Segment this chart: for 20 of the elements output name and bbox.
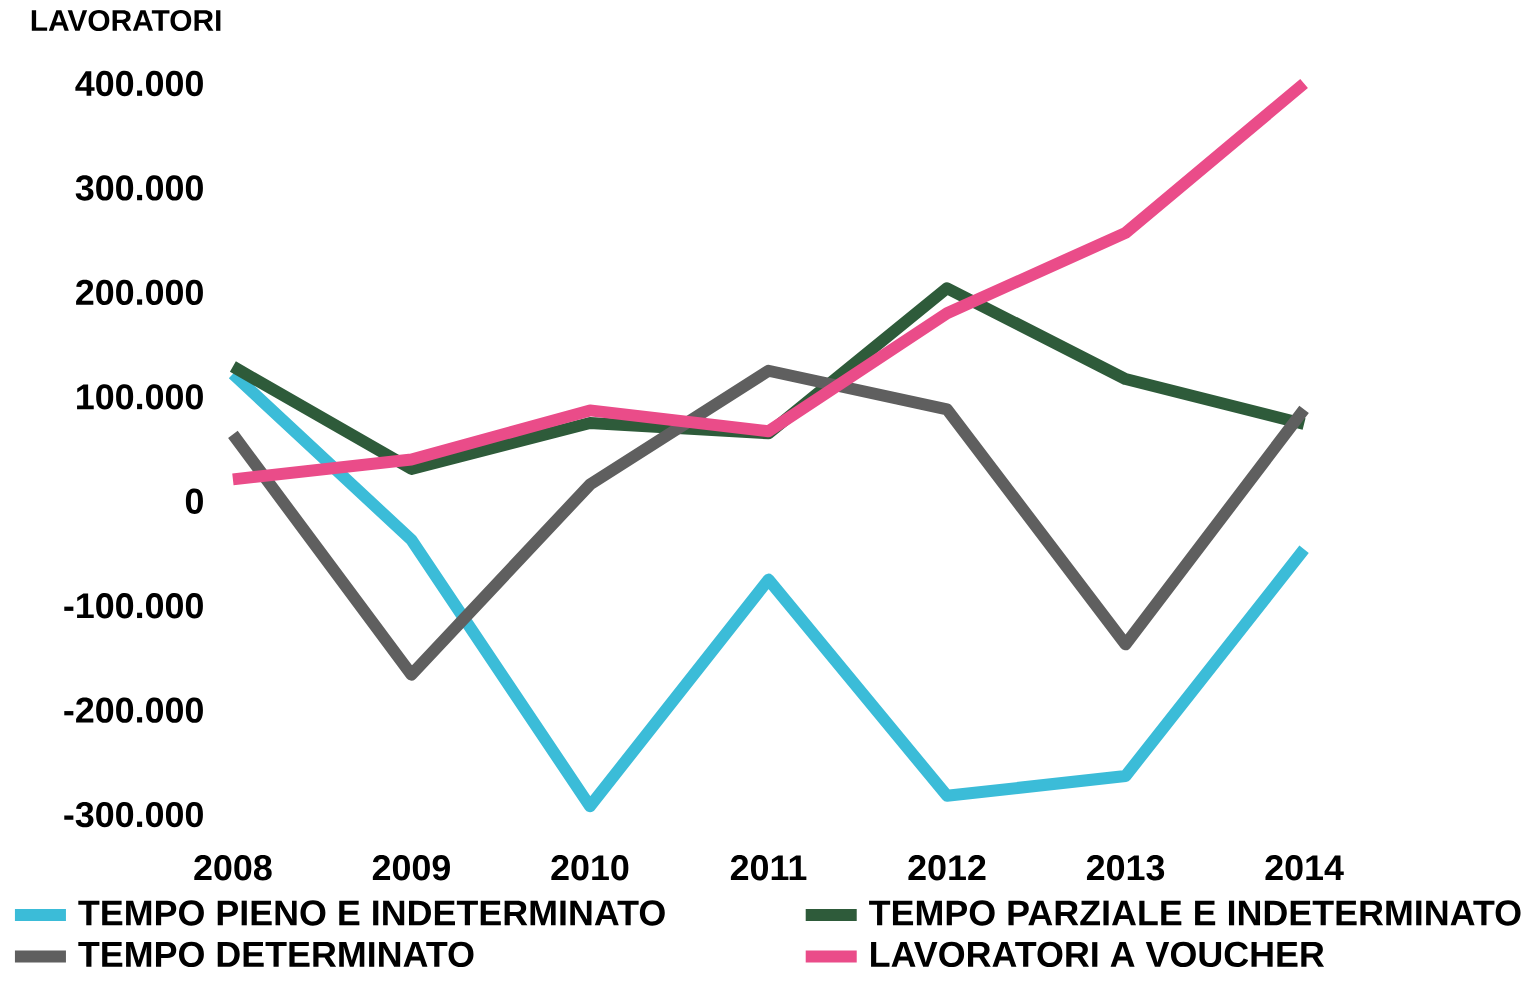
legend-label: TEMPO PIENO E INDETERMINATO [78,900,665,926]
x-tick-label: 2010 [551,854,629,881]
y-tick-label: 0 [185,488,203,514]
y-tick-label: 100.000 [77,384,203,410]
y-tick-label: 300.000 [75,175,203,201]
legend-label: TEMPO PARZIALE E INDETERMINATO [869,900,1521,926]
y-tick-label: -200.000 [64,697,203,723]
y-axis-title: LAVORATORI [31,9,221,32]
legend-label: TEMPO DETERMINATO [78,941,474,968]
x-tick-label: 2011 [730,854,807,881]
x-tick-label: 2008 [194,854,272,881]
y-tick-label: 200.000 [76,279,203,305]
x-tick-label: 2012 [908,854,986,881]
y-tick-label: -100.000 [64,592,203,619]
legend-label: LAVORATORI A VOUCHER [871,941,1325,968]
x-tick-label: 2013 [1086,854,1165,881]
x-tick-label: 2009 [372,854,450,881]
y-tick-label: 400.000 [75,70,203,97]
x-tick-label: 2014 [1265,854,1344,881]
y-tick-label: -300.000 [64,801,203,828]
